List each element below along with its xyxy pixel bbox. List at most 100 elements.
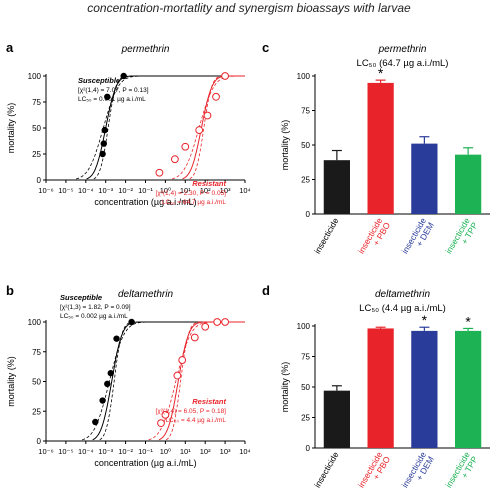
panel-a-resistant-point [212, 92, 220, 101]
panel-b-x-tick-label: 10³ [220, 447, 231, 456]
panel-b-resistant-point [221, 318, 230, 326]
panel-a-resistant-point [221, 72, 230, 80]
panel-b-x-tick-label: 10⁻⁴ [78, 447, 94, 456]
panel-b-y-tick-label: 0 [37, 437, 42, 446]
panel-c-category-label: insecticide [312, 216, 341, 256]
panel-b-susceptible-point [113, 335, 120, 342]
panel-b-x-axis-label: concentration (µg a.i./mL) [94, 458, 196, 468]
panel-c-y-tick-label: 50 [301, 141, 310, 150]
panel-b-susceptible-stat: LC₅₀ = 0.002 µg a.i./mL [60, 313, 128, 320]
panel-a-susceptible-point [104, 93, 111, 101]
panel-d-y-axis-label: mortality (%) [280, 362, 290, 413]
panel-a-susceptible-stat: LC₅₀ = 0.001 µg a.i./mL [78, 96, 146, 103]
panel-b-resistant-point [213, 318, 222, 326]
panel-b-y-tick-label: 75 [32, 348, 41, 357]
panel-d-bar [411, 330, 438, 448]
panel-a-x-tick-label: 10⁻⁶ [38, 186, 53, 195]
panel-b-x-tick-label: 10⁻⁵ [58, 447, 73, 456]
panel-c-y-axis-label: mortality (%) [280, 120, 290, 171]
panel-b-resistant-label: Resistant [192, 397, 226, 406]
panel-a-resistant-point [155, 168, 164, 177]
panel-a-resistant-fit-curve [189, 75, 245, 180]
panel-d-subtitle: LC₅₀ (4.4 µg a.i./mL) [359, 303, 446, 314]
panel-a-x-tick-label: 10⁻¹ [138, 186, 153, 195]
panel-b-susceptible-point [104, 380, 111, 388]
panel-d-bar [367, 328, 394, 448]
panel-c-chart: c permethrin LC₅₀ (64.7 µg a.i./mL) 0 25 50 75… [262, 40, 490, 260]
panel-b-chart: b deltamethrin 0 25 50 75 100 mortality (%) 10⁻⁶… [6, 283, 251, 468]
panel-d-title: deltamethrin [375, 289, 430, 300]
panel-b-x-tick-label: 10⁻¹ [138, 447, 153, 456]
panel-c-bar [323, 160, 350, 214]
panel-d-bar [323, 390, 350, 448]
panel-b-resistant-stat: LC₅₀ = 4.4 µg a.i./mL [165, 417, 226, 424]
panel-a-x-tick-label: 10³ [220, 186, 231, 195]
panel-b-resistant-point [190, 333, 199, 342]
panel-b-x-tick-label: 10⁻⁶ [38, 447, 53, 456]
panel-a-susceptible-point [99, 150, 106, 158]
panel-d-category-label: insecticide [312, 450, 341, 490]
panel-a-resistant-point [170, 155, 179, 164]
panel-a-x-tick-label: 10¹ [180, 186, 191, 195]
panel-a-x-tick-label: 10⁻⁴ [78, 186, 94, 195]
panel-b-susceptible-label: Susceptible [60, 293, 102, 302]
panel-d-y-tick-label: 0 [306, 444, 311, 453]
panel-c-subtitle: LC₅₀ (64.7 µg a.i./mL) [357, 58, 449, 69]
panel-c-y-tick-label: 75 [301, 107, 310, 116]
panel-c-y-tick-label: 25 [301, 176, 310, 185]
panel-b-susceptible-stat: [χ²(1,3) = 1.82, P = 0.09] [60, 304, 131, 311]
panel-a-y-tick-label: 100 [28, 72, 42, 81]
panel-a-y-tick-label: 0 [37, 176, 42, 185]
panel-b-x-tick-label: 10¹ [180, 447, 191, 456]
panel-a-resistant-stat: LC₅₀ = 64.7 µg a.i./mL [162, 199, 227, 206]
panel-b-y-tick-label: 100 [28, 318, 42, 327]
panel-d-significance-star: * [422, 312, 428, 328]
panel-c-significance-star: * [378, 65, 384, 81]
panel-b-resistant-point [173, 371, 182, 380]
panel-b-susceptible-fit-curve [99, 321, 245, 441]
figure-title: concentration-mortatlity and synergism b… [87, 1, 411, 15]
panel-a-resistant-fit-curve [172, 75, 245, 180]
panel-d-category-label-line: insecticide [312, 450, 341, 490]
panel-b-susceptible-point [128, 318, 135, 326]
panel-c-category-label-line: insecticide [312, 216, 341, 256]
panel-a-y-tick-label: 50 [32, 124, 41, 133]
panel-d-panel-label: d [262, 283, 270, 298]
panel-b-x-tick-label: 10² [200, 447, 211, 456]
panel-a-susceptible-fit-curve [93, 75, 245, 180]
panel-a-y-tick-label: 75 [32, 98, 41, 107]
panel-d-category-label: insecticide+ TPP [443, 450, 479, 494]
panel-b-x-tick-label: 10⁻³ [98, 447, 113, 456]
panel-c-y-tick-label: 100 [297, 72, 311, 81]
panel-a-resistant-point [181, 142, 190, 151]
panel-c-category-label: insecticide+ PBO [356, 216, 392, 260]
panel-a-x-tick-label: 10² [200, 186, 211, 195]
panel-a-susceptible-point [100, 140, 107, 147]
panel-b-y-axis-label: mortality (%) [6, 356, 16, 407]
panel-c-y-tick-label: 0 [306, 210, 311, 219]
panel-a-x-axis-label: concentration (µg a.i./mL) [94, 197, 196, 207]
panel-b-resistant-stat: [χ²(1,4) = 6.05, P = 0.18] [155, 408, 226, 415]
panel-a-susceptible-point [101, 126, 108, 134]
panel-a-resistant-label: Resistant [192, 179, 226, 188]
panel-a-x-tick-label: 10⁻⁵ [58, 186, 73, 195]
panel-c-bar [455, 154, 482, 214]
panel-b-x-tick-label: 10⁻² [118, 447, 133, 456]
panel-d-category-label: insecticide+ DEM [400, 450, 436, 494]
panel-b-susceptible-point [92, 418, 99, 426]
panel-b-susceptible-point [99, 397, 106, 404]
panel-d-category-label: insecticide+ PBO [356, 450, 392, 494]
panel-b-resistant-fit-curve [148, 321, 245, 441]
panel-b-resistant-point [157, 419, 165, 428]
panel-a-resistant-point [195, 126, 204, 134]
panel-b-y-tick-label: 25 [32, 407, 41, 416]
panel-d-bar [455, 330, 482, 448]
panel-c-category-label: insecticide+ DEM [400, 216, 436, 260]
panel-b-resistant-point [178, 356, 187, 364]
panel-a-resistant-stat: [χ²(1,4) = 2.30, P = 0.05] [155, 190, 226, 197]
panel-b-x-tick-label: 10⁴ [239, 447, 251, 456]
panel-b-susceptible-point [107, 369, 114, 377]
panel-a-resistant-point [203, 111, 212, 120]
panel-a-resistant-fit-curve [182, 75, 245, 180]
